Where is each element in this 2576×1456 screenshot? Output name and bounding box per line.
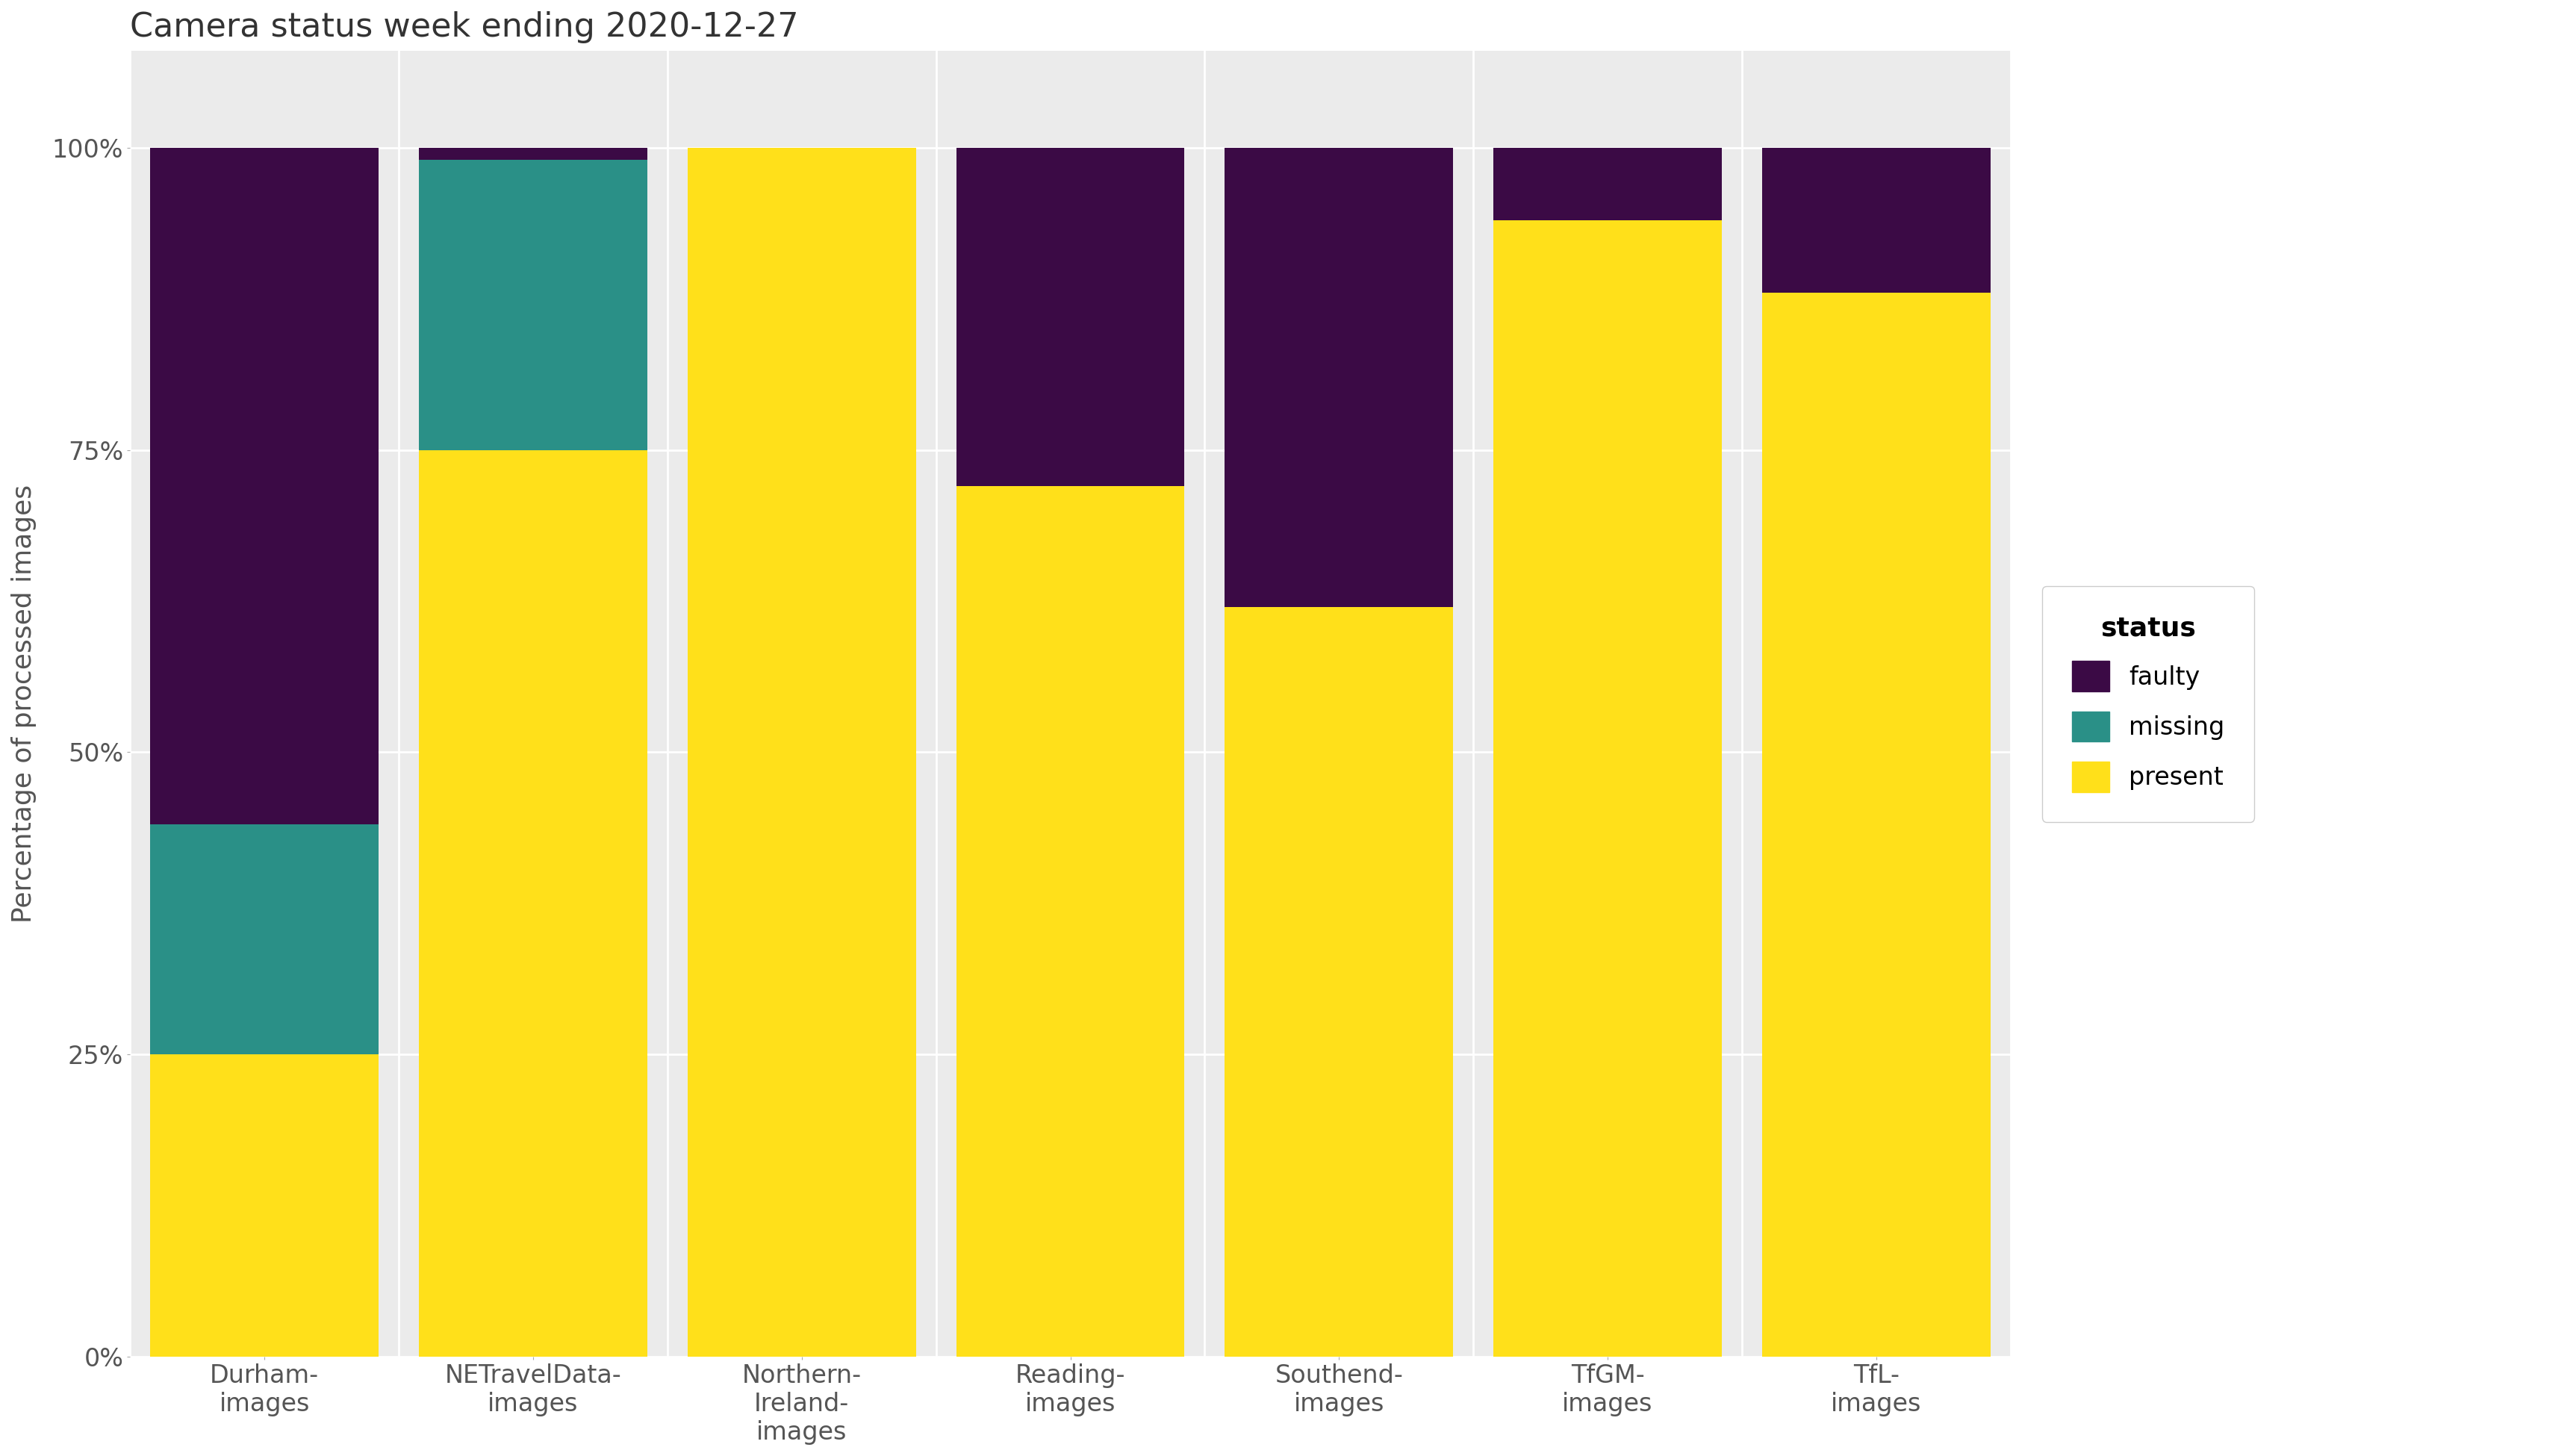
Bar: [688, 149, 917, 1357]
Bar: [420, 450, 647, 1357]
Bar: [956, 149, 1185, 486]
Bar: [420, 149, 647, 160]
Bar: [149, 824, 379, 1054]
Bar: [1762, 293, 1991, 1357]
Text: Camera status week ending 2020-12-27: Camera status week ending 2020-12-27: [131, 12, 799, 44]
Bar: [1762, 149, 1991, 293]
Bar: [149, 149, 379, 824]
Bar: [1224, 149, 1453, 607]
Bar: [956, 486, 1185, 1357]
Bar: [420, 160, 647, 450]
Bar: [1494, 149, 1721, 220]
Legend: faulty, missing, present: faulty, missing, present: [2043, 585, 2254, 821]
Bar: [1224, 607, 1453, 1357]
Y-axis label: Percentage of processed images: Percentage of processed images: [10, 485, 36, 923]
Bar: [1494, 220, 1721, 1357]
Bar: [149, 1054, 379, 1357]
